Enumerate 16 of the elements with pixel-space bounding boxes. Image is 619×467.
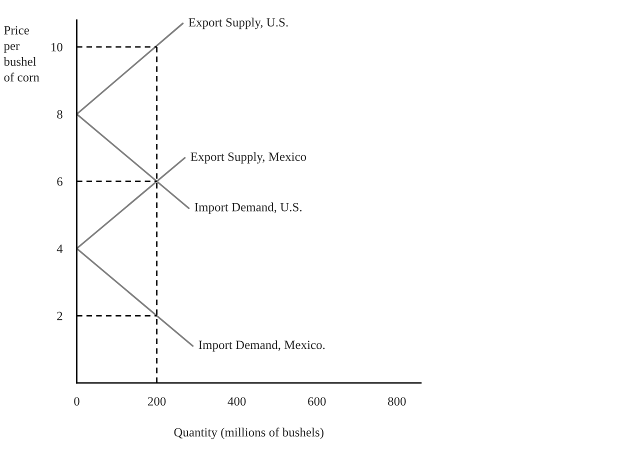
series-label: Export Supply, U.S. — [188, 18, 288, 30]
x-tick-label: 800 — [388, 397, 406, 406]
y-tick-label: 2 — [57, 312, 62, 320]
y-tick-label: 10 — [51, 42, 62, 52]
x-tick-label: 400 — [228, 397, 246, 406]
y-axis-title: Price per bushel of corn — [4, 26, 40, 82]
x-tick-label: 0 — [74, 397, 80, 406]
x-tick-label: 200 — [148, 397, 166, 406]
series-label: Import Demand, U.S. — [194, 202, 302, 214]
series-label: Import Demand, Mexico. — [198, 340, 325, 352]
y-tick-label: 6 — [57, 177, 62, 186]
y-tick-label: 8 — [57, 110, 62, 119]
x-tick-label: 600 — [308, 397, 326, 406]
x-axis-title: Quantity (millions of bushels) — [174, 428, 324, 440]
y-tick-label: 4 — [56, 244, 63, 253]
series-label: Export Supply, Mexico — [190, 152, 306, 164]
